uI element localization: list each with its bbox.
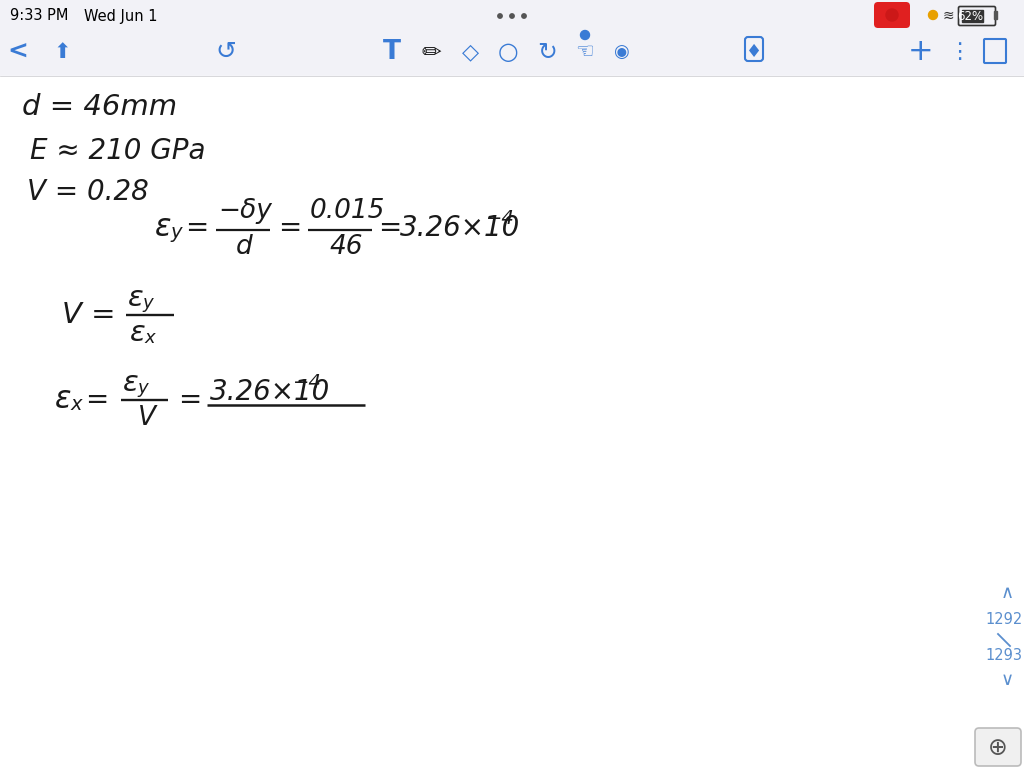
Text: ☜: ☜ [575,42,594,62]
Text: =: = [378,214,401,242]
Text: 3.26×10: 3.26×10 [210,378,331,406]
FancyBboxPatch shape [874,2,910,28]
Text: =: = [85,386,109,414]
Text: −δy: −δy [218,198,272,224]
Text: x: x [144,329,155,347]
Text: ◉: ◉ [613,43,629,61]
Circle shape [498,14,502,18]
Text: 1292: 1292 [985,613,1023,627]
Text: 0.015: 0.015 [310,198,385,224]
Text: ≋: ≋ [942,9,953,23]
Text: d: d [236,234,253,260]
Text: V = 0.28: V = 0.28 [27,178,148,206]
Text: =: = [178,386,202,414]
Circle shape [929,11,938,19]
Bar [0,0,1024,32]
Text: −4: −4 [486,208,515,227]
Bar [962,10,983,22]
Text: ⊕: ⊕ [988,736,1008,760]
Text: ↺: ↺ [215,40,237,64]
Text: ⬆: ⬆ [53,42,71,62]
Text: V =: V = [62,301,116,329]
FancyBboxPatch shape [975,728,1021,766]
Circle shape [886,9,898,21]
Circle shape [510,14,514,18]
Circle shape [581,31,590,39]
Text: ε: ε [55,386,72,415]
Text: ✏: ✏ [421,41,441,65]
Bar [994,11,997,19]
Text: ε: ε [123,369,138,397]
Text: 62%: 62% [957,9,983,22]
Text: ∨: ∨ [1000,671,1014,689]
Text: ⋮: ⋮ [948,42,970,62]
Text: +: + [908,38,934,67]
Text: =: = [185,214,208,242]
Text: ε: ε [130,319,145,347]
Text: Wed Jun 1: Wed Jun 1 [84,8,158,24]
Text: ↻: ↻ [538,40,557,64]
Text: ∧: ∧ [1000,584,1014,602]
Circle shape [522,14,526,18]
Text: ○: ○ [498,40,518,64]
Text: ◇: ◇ [462,42,478,62]
Text: ε: ε [155,214,171,243]
Text: 1293: 1293 [985,647,1023,663]
Text: d = 46mm: d = 46mm [22,93,177,121]
Text: x: x [70,396,82,415]
Text: y: y [137,379,147,397]
Bar [0,32,1024,64]
Text: 9:33 PM: 9:33 PM [10,8,69,24]
Text: V: V [138,405,156,431]
Text: 46: 46 [330,234,364,260]
Text: ♦: ♦ [745,43,762,61]
Text: y: y [142,294,153,312]
Text: T: T [383,39,401,65]
Text: y: y [170,223,181,243]
Text: −4: −4 [293,372,322,392]
Text: E ≈ 210 GPa: E ≈ 210 GPa [30,137,206,165]
Text: ε: ε [128,284,143,312]
Text: 3.26×10: 3.26×10 [400,214,520,242]
Text: <: < [7,40,29,64]
Text: =: = [278,214,301,242]
